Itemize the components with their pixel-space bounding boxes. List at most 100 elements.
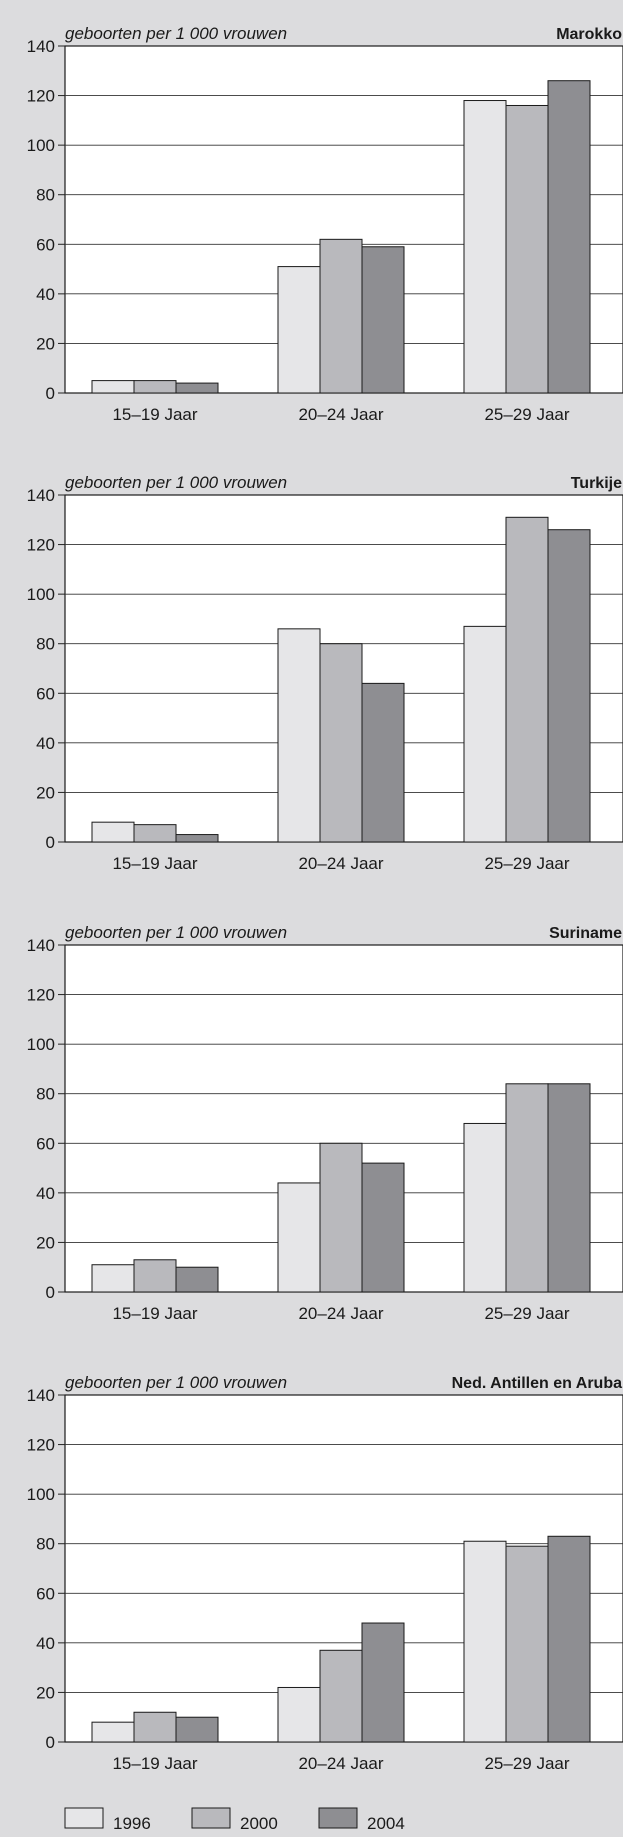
y-tick-label: 20 <box>36 334 55 353</box>
bar-2004-2 <box>547 529 591 843</box>
bar-1996-1 <box>277 1686 321 1743</box>
bar-2004-2 <box>547 1083 591 1293</box>
y-tick-label: 80 <box>36 1085 55 1104</box>
chart-panel-3: 0 20 40 60 80 100 120 140 geboorten per 1 000 vr… <box>27 1373 623 1773</box>
bar-1996-1 <box>277 266 321 394</box>
y-tick-label: 80 <box>36 1535 55 1554</box>
bar-1996-2 <box>463 1122 507 1293</box>
y-tick-label: 100 <box>27 1485 55 1504</box>
bar-2004-0 <box>175 1266 219 1293</box>
y-tick-label: 140 <box>27 486 55 505</box>
bar-2000-2 <box>505 1545 549 1743</box>
bar-1996-1 <box>277 628 321 843</box>
bar-1996-2 <box>463 1540 507 1743</box>
y-tick-label: 40 <box>36 285 55 304</box>
panel-title: Suriname <box>549 925 622 942</box>
bar-1996-1 <box>277 1182 321 1293</box>
y-tick-label: 0 <box>46 833 55 852</box>
x-category-label: 20–24 Jaar <box>298 1304 383 1323</box>
x-category-label: 25–29 Jaar <box>484 1754 569 1773</box>
bar-2000-0 <box>133 380 177 394</box>
x-category-label: 15–19 Jaar <box>112 854 197 873</box>
bar-2000-0 <box>133 824 177 843</box>
y-axis-label: geboorten per 1 000 vrouwen <box>65 1373 287 1392</box>
y-tick-label: 120 <box>27 986 55 1005</box>
y-tick-label: 100 <box>27 585 55 604</box>
bar-2000-0 <box>133 1711 177 1743</box>
x-category-label: 20–24 Jaar <box>298 1754 383 1773</box>
legend-swatch-2004 <box>318 1807 358 1829</box>
bar-1996-0 <box>91 380 135 394</box>
x-category-label: 15–19 Jaar <box>112 1754 197 1773</box>
y-tick-label: 0 <box>46 1283 55 1302</box>
bar-2000-0 <box>133 1259 177 1293</box>
legend-label-2004: 2004 <box>367 1814 405 1833</box>
y-tick-label: 120 <box>27 536 55 555</box>
bar-1996-0 <box>91 821 135 843</box>
bar-2004-2 <box>547 80 591 394</box>
y-tick-label: 60 <box>36 684 55 703</box>
y-tick-label: 0 <box>46 384 55 403</box>
y-tick-label: 40 <box>36 1634 55 1653</box>
bar-1996-0 <box>91 1264 135 1293</box>
legend-label-2000: 2000 <box>240 1814 278 1833</box>
bar-1996-0 <box>91 1721 135 1743</box>
y-axis-label: geboorten per 1 000 vrouwen <box>65 473 287 492</box>
bar-1996-2 <box>463 100 507 394</box>
chart-panel-2: 0 20 40 60 80 100 120 140 geboorten per 1 000 vr… <box>27 923 623 1323</box>
bar-2000-1 <box>319 1142 363 1293</box>
legend: 1996 2000 2004 <box>64 1807 405 1833</box>
x-category-label: 20–24 Jaar <box>298 405 383 424</box>
y-tick-label: 20 <box>36 1233 55 1252</box>
y-tick-label: 120 <box>27 1436 55 1455</box>
bar-2000-1 <box>319 643 363 843</box>
y-tick-label: 20 <box>36 783 55 802</box>
bar-2000-1 <box>319 238 363 394</box>
x-category-label: 15–19 Jaar <box>112 1304 197 1323</box>
x-category-label: 25–29 Jaar <box>484 405 569 424</box>
y-tick-label: 60 <box>36 1134 55 1153</box>
panel-title: Ned. Antillen en Aruba <box>452 1375 622 1392</box>
bar-2004-1 <box>361 1622 405 1743</box>
y-tick-label: 40 <box>36 1184 55 1203</box>
bar-2000-1 <box>319 1649 363 1743</box>
bar-2004-0 <box>175 834 219 843</box>
legend-label-1996: 1996 <box>113 1814 151 1833</box>
x-category-label: 25–29 Jaar <box>484 1304 569 1323</box>
y-tick-label: 60 <box>36 235 55 254</box>
y-tick-label: 80 <box>36 186 55 205</box>
x-category-label: 20–24 Jaar <box>298 854 383 873</box>
x-category-label: 25–29 Jaar <box>484 854 569 873</box>
y-axis-label: geboorten per 1 000 vrouwen <box>65 923 287 942</box>
y-tick-label: 40 <box>36 734 55 753</box>
y-tick-label: 0 <box>46 1733 55 1752</box>
y-tick-label: 120 <box>27 87 55 106</box>
bar-2000-2 <box>505 104 549 394</box>
y-tick-label: 100 <box>27 136 55 155</box>
y-axis-label: geboorten per 1 000 vrouwen <box>65 24 287 43</box>
panel-title: Marokko <box>556 26 622 43</box>
bar-1996-2 <box>463 625 507 843</box>
bar-2004-0 <box>175 1716 219 1743</box>
bar-2004-0 <box>175 382 219 394</box>
chart-panel-0: 0 20 40 60 80 100 120 140 geboorten per 1 000 vr… <box>27 24 623 424</box>
y-tick-label: 60 <box>36 1584 55 1603</box>
bar-2004-1 <box>361 1162 405 1293</box>
y-tick-label: 140 <box>27 37 55 56</box>
bar-2004-1 <box>361 682 405 843</box>
bar-2000-2 <box>505 516 549 843</box>
y-tick-label: 100 <box>27 1035 55 1054</box>
legend-swatch-1996 <box>64 1807 104 1829</box>
panel-title: Turkije <box>571 475 622 492</box>
legend-swatch-2000 <box>191 1807 231 1829</box>
bar-2004-2 <box>547 1535 591 1743</box>
bar-2000-2 <box>505 1083 549 1293</box>
bar-2004-1 <box>361 246 405 394</box>
y-tick-label: 80 <box>36 635 55 654</box>
x-category-label: 15–19 Jaar <box>112 405 197 424</box>
y-tick-label: 140 <box>27 1386 55 1405</box>
chart-panel-1: 0 20 40 60 80 100 120 140 geboorten per 1 000 vr… <box>27 473 623 873</box>
y-tick-label: 20 <box>36 1683 55 1702</box>
y-tick-label: 140 <box>27 936 55 955</box>
